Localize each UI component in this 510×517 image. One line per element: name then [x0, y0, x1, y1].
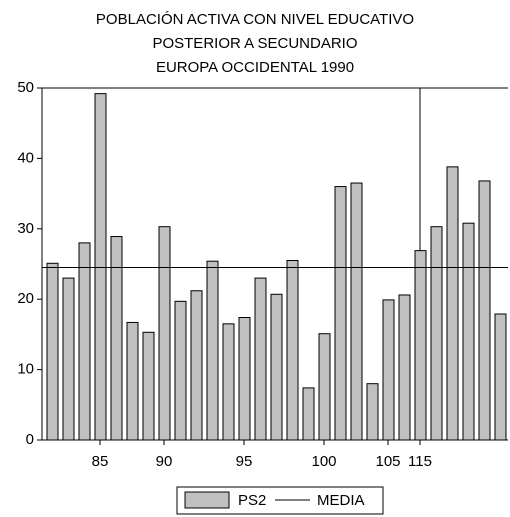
bar	[414, 250, 427, 441]
bar	[158, 226, 171, 441]
bar	[334, 186, 347, 441]
bar	[142, 331, 155, 441]
bar	[350, 182, 363, 441]
bar	[238, 317, 251, 441]
legend-label: PS2	[238, 492, 266, 509]
legend-swatch	[184, 491, 230, 509]
bar	[254, 277, 267, 441]
y-tick-label: 30	[17, 220, 34, 237]
bar	[462, 222, 475, 441]
bar	[206, 260, 219, 441]
bar	[62, 277, 75, 441]
y-tick-label: 20	[17, 290, 34, 307]
chart-title: POSTERIOR A SECUNDARIO	[152, 35, 357, 52]
bar	[382, 299, 395, 441]
x-tick-label: 90	[156, 453, 173, 470]
bar	[478, 180, 491, 441]
x-tick-label: 115	[408, 453, 432, 470]
x-tick-label: 100	[311, 453, 336, 470]
bar	[78, 242, 91, 441]
y-tick-label: 40	[17, 149, 34, 166]
y-tick-label: 0	[26, 431, 34, 448]
y-tick-label: 10	[17, 361, 34, 378]
bar	[494, 313, 507, 441]
chart-title: EUROPA OCCIDENTAL 1990	[156, 59, 354, 76]
chart-title: POBLACIÓN ACTIVA CON NIVEL EDUCATIVO	[96, 11, 414, 28]
bar	[126, 321, 139, 441]
bar	[446, 166, 459, 441]
bar	[190, 290, 203, 441]
bar	[270, 293, 283, 441]
bar	[94, 93, 107, 441]
x-tick-label: 85	[92, 453, 109, 470]
legend-label: MEDIA	[317, 492, 365, 509]
bar	[286, 259, 299, 441]
bar	[222, 323, 235, 441]
bar	[46, 262, 59, 441]
x-tick-label: 95	[236, 453, 253, 470]
bar	[302, 387, 315, 441]
bar	[318, 333, 331, 441]
y-tick-label: 50	[17, 79, 34, 96]
x-tick-label: 105	[375, 453, 400, 470]
bar	[174, 300, 187, 441]
bar	[430, 226, 443, 441]
bar	[366, 383, 379, 441]
bar	[398, 294, 411, 441]
